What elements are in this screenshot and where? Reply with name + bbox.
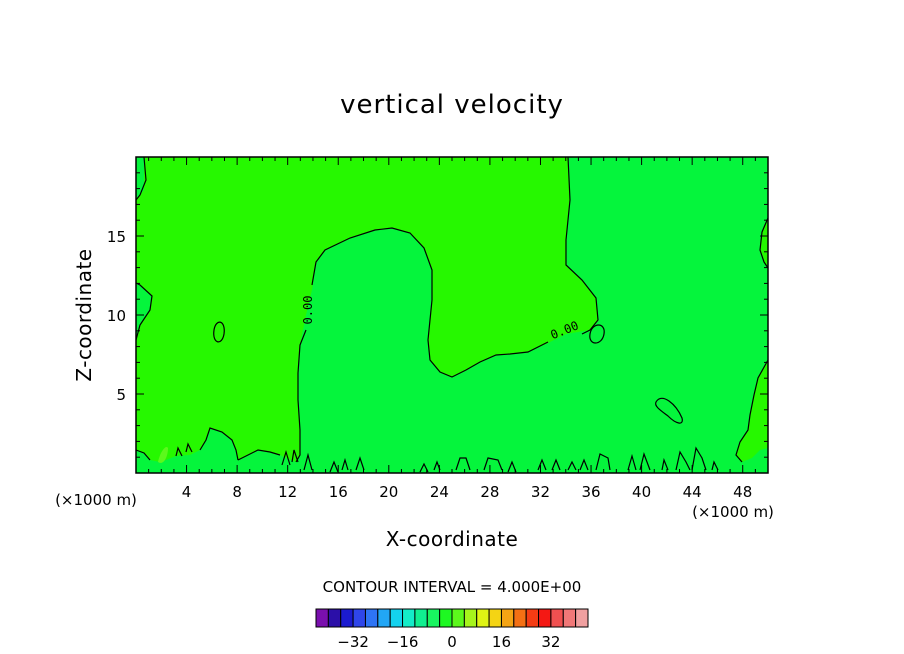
colorbar-swatch [525, 608, 540, 628]
x-unit-left: (×1000 m) [55, 491, 137, 509]
x-tick-label: 44 [683, 483, 702, 501]
colorbar-swatch [476, 608, 490, 628]
chart-title: vertical velocity [340, 90, 564, 120]
y-tick-label: 10 [107, 307, 126, 325]
colorbar-swatch [389, 608, 404, 628]
colorbar-swatch [352, 608, 366, 628]
colorbar: −32 −16 0 16 32 [315, 608, 589, 651]
x-tick-label: 24 [430, 483, 449, 501]
x-axis-ticks: 4 8 12 16 20 24 28 32 36 40 44 48 [148, 157, 756, 501]
x-tick-label: 32 [531, 483, 550, 501]
x-tick-label: 36 [581, 483, 600, 501]
region-cell-b [158, 446, 168, 463]
colorbar-label: 16 [492, 633, 511, 651]
x-tick-label: 48 [733, 483, 752, 501]
colorbar-label: −32 [337, 633, 369, 651]
colorbar-swatch [463, 608, 478, 628]
x-tick-label: 28 [480, 483, 499, 501]
contour-cell-36 [589, 324, 605, 344]
y-axis-label: Z-coordinate [72, 248, 96, 381]
contour-zero-main-c [295, 329, 307, 463]
x-axis-label: X-coordinate [386, 527, 519, 551]
plot-area: 0.00 0.00 [135, 156, 769, 474]
contour-zero-main-b [311, 227, 549, 378]
contour-bottom-noise-left [135, 427, 281, 461]
colorbar-swatch [315, 608, 329, 628]
colorbar-swatch [439, 608, 453, 628]
x-tick-label: 40 [632, 483, 651, 501]
colorbar-swatch [377, 608, 391, 628]
colorbar-swatch [488, 608, 502, 628]
colorbar-label: 32 [541, 633, 560, 651]
colorbar-swatch [451, 608, 465, 628]
contour-cell-42 [655, 397, 683, 424]
contour-label-center: 0.00 [301, 296, 315, 325]
colorbar-label: −16 [387, 633, 419, 651]
y-tick-label: 5 [116, 386, 126, 404]
contour-right-bottom [735, 359, 769, 463]
colorbar-swatch [327, 608, 342, 628]
contour-right-top [759, 217, 769, 269]
x-tick-label: 4 [182, 483, 192, 501]
colorbar-swatch [402, 608, 416, 628]
contour-zero-main [565, 156, 599, 335]
x-tick-label: 16 [329, 483, 348, 501]
y-tick-label: 15 [107, 228, 126, 246]
x-tick-label: 12 [278, 483, 297, 501]
colorbar-swatch [562, 608, 577, 628]
colorbar-swatch [426, 608, 441, 628]
colorbar-swatch [500, 608, 515, 628]
region-positive-left [136, 157, 598, 462]
contour-left-bump [135, 282, 153, 341]
colorbar-swatch [364, 608, 379, 628]
x-tick-label: 20 [379, 483, 398, 501]
contour-lines [135, 156, 769, 473]
colorbar-label: 0 [447, 633, 457, 651]
contour-cell-a [213, 321, 225, 343]
contour-bottom-noise [281, 446, 719, 473]
y-axis-ticks: 5 10 15 [107, 172, 768, 458]
contour-interval-label: CONTOUR INTERVAL = 4.000E+00 [323, 578, 582, 596]
x-unit-right: (×1000 m) [692, 503, 774, 521]
colorbar-swatch [538, 608, 552, 628]
colorbar-swatch [414, 608, 428, 628]
contour-left-edge [135, 156, 147, 201]
x-tick-label: 8 [232, 483, 242, 501]
colorbar-swatch [550, 608, 564, 628]
region-cell-a [213, 322, 225, 342]
colorbar-swatch [513, 608, 527, 628]
colorbar-swatch [575, 608, 589, 628]
colorbar-swatch [340, 608, 354, 628]
